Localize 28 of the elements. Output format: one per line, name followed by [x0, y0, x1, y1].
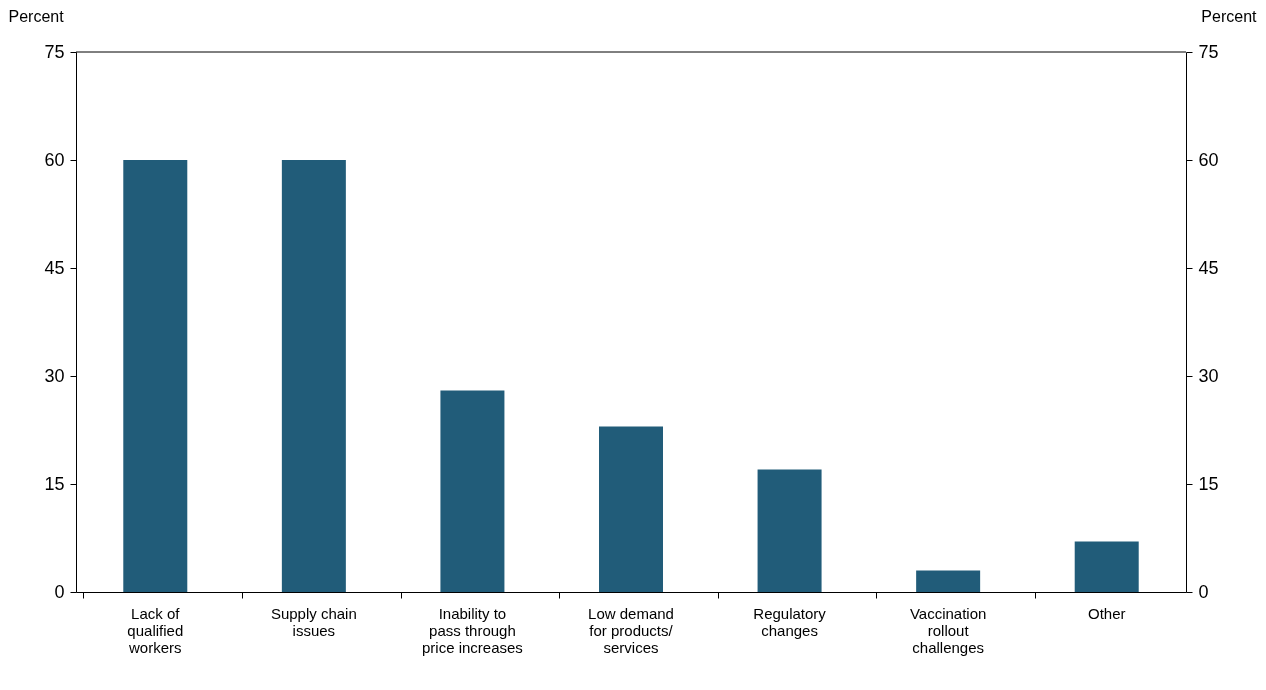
y2-tick-label: 30 [1198, 365, 1219, 386]
y2-tick-label: 15 [1198, 473, 1219, 494]
y2-axis-title: Percent [1201, 7, 1258, 25]
y-tick-label: 60 [44, 149, 65, 170]
y-tick-label: 30 [44, 365, 65, 386]
x-tick-label: Other [1087, 604, 1126, 622]
bar [599, 426, 663, 592]
bar [123, 160, 188, 592]
bar [1074, 541, 1139, 592]
y2-tick-label: 0 [1198, 581, 1209, 602]
y-tick-label: 15 [44, 473, 65, 494]
y-tick-label: 45 [44, 257, 65, 278]
x-tick-label: Supply chain issues [270, 604, 357, 639]
y-tick-label: 75 [44, 41, 65, 62]
x-tick-label: Regulatory changes [753, 604, 827, 639]
y2-tick-label: 45 [1198, 257, 1219, 278]
y2-tick-label: 75 [1198, 41, 1219, 62]
bar [281, 160, 346, 592]
bar [757, 469, 822, 592]
x-tick-label: Lack of qualified workers [127, 604, 184, 656]
bar [916, 570, 981, 592]
y-tick-label: 0 [54, 581, 65, 602]
x-tick-label: Inability to pass through price increases [421, 604, 523, 656]
y2-tick-label: 60 [1198, 149, 1219, 170]
y-axis-title: Percent [8, 7, 65, 25]
bar [440, 390, 505, 592]
x-tick-label: Low demand for products/ services [588, 604, 674, 656]
x-tick-label: Vaccination rollout challenges [909, 604, 987, 656]
